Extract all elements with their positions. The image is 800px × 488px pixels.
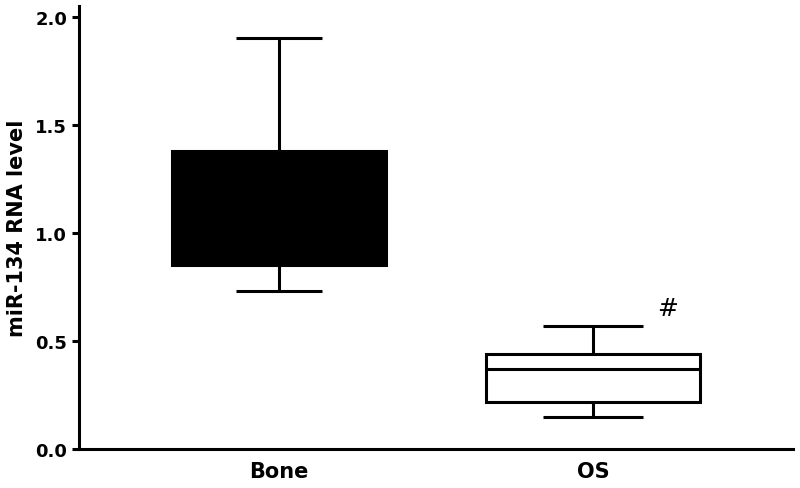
Bar <box>486 354 700 402</box>
Y-axis label: miR-134 RNA level: miR-134 RNA level <box>7 120 27 337</box>
Text: #: # <box>658 296 678 320</box>
Bar <box>172 151 386 266</box>
